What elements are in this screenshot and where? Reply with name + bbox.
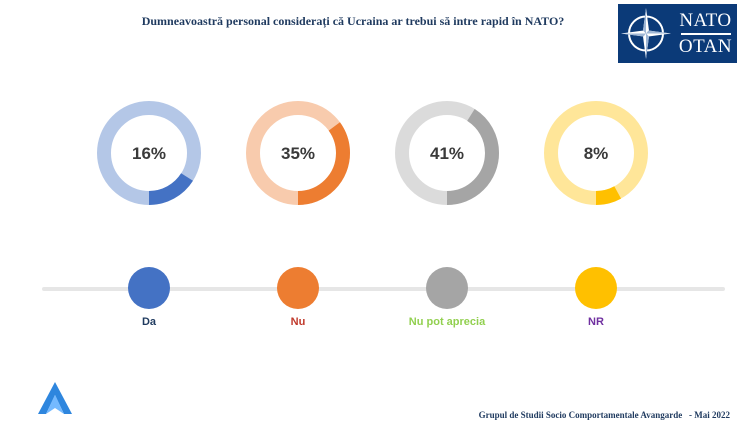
donut-value-label-nu-pot-aprecia: 41% [430,144,464,163]
footer-source: Grupul de Studii Socio Comportamentale A… [478,410,683,420]
legend-marker-nu [277,267,319,309]
legend-label-nu-pot-aprecia: Nu pot aprecia [408,316,486,328]
legend-axis-line [42,287,725,291]
logo-separator [680,32,731,35]
legend-marker-nr [575,267,617,309]
otan-text: OTAN [678,35,733,57]
donut-slice-da [97,101,201,205]
donut-slice-nr [544,101,648,205]
nato-text: NATO [679,9,732,31]
donut-slice-nu-pot-aprecia [395,101,499,205]
footer-date: - Mai 2022 [689,410,730,420]
donut-slice-nu [246,101,350,205]
nato-compass-star-icon [621,8,671,59]
donut-value-label-nr: 8% [584,144,609,163]
legend-marker-da [128,267,170,309]
legend-label-da: Da [141,316,157,328]
footer: Grupul de Studii Socio Comportamentale A… [330,410,730,420]
avangarde-logo-icon [38,382,72,414]
chart-title: Dumneavoastră personal considerați că Uc… [141,14,565,28]
donut-value-label-da: 16% [132,144,166,163]
legend-label-nr: NR [588,316,604,328]
donut-value-label-nu: 35% [281,144,315,163]
nato-logo: NATO OTAN [618,4,737,63]
legend-marker-nu-pot-aprecia [426,267,468,309]
legend-label-nu: Nu [290,316,306,328]
